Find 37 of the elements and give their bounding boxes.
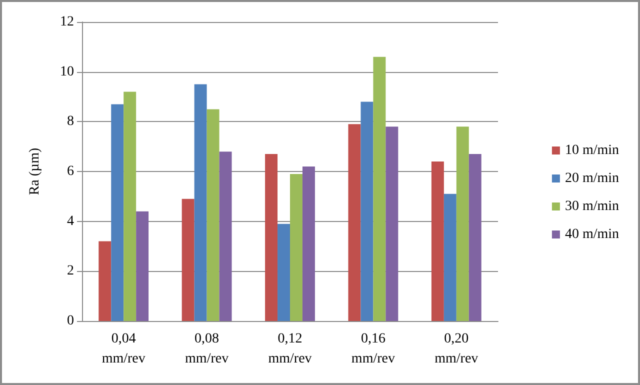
bar: [444, 194, 456, 321]
y-tick-label: 0: [67, 314, 74, 328]
bar: [373, 56, 386, 321]
bar: [136, 211, 149, 321]
legend-label: 10 m/min: [564, 143, 620, 158]
bar: [348, 124, 361, 321]
bar: [360, 102, 374, 321]
legend-label: 20 m/min: [564, 171, 620, 186]
bar: [219, 152, 232, 321]
bar: [468, 154, 482, 321]
x-tick-label: 0,12 mm/rev: [268, 332, 312, 366]
bar: [182, 198, 194, 321]
x-tick-label: 0,08 mm/rev: [185, 332, 229, 366]
bar: [206, 109, 220, 321]
bar: [290, 174, 302, 321]
legend-label: 40 m/min: [564, 227, 620, 242]
bar: [302, 166, 315, 321]
y-tick-label: 12: [60, 14, 74, 30]
bar: [98, 241, 112, 321]
bar: [194, 84, 207, 321]
bar: [124, 92, 136, 321]
bar: [111, 104, 124, 321]
y-axis-title: Ra (µm): [28, 148, 42, 196]
y-tick-label: 6: [67, 164, 74, 179]
bar: [456, 126, 469, 321]
x-tick-label: 0,16 mm/rev: [351, 332, 395, 366]
bar: [265, 154, 278, 321]
bar: [431, 162, 444, 321]
bar: [278, 224, 290, 321]
legend-label: 30 m/min: [564, 199, 620, 214]
x-tick-label: 0,04 mm/rev: [102, 332, 146, 366]
y-tick-label: 2: [67, 264, 74, 279]
x-tick-label: 0,20 mm/rev: [434, 332, 478, 366]
y-tick-label: 8: [67, 114, 74, 130]
bar: [386, 126, 398, 321]
y-tick-label: 4: [67, 214, 74, 229]
y-tick-label: 10: [60, 64, 74, 80]
